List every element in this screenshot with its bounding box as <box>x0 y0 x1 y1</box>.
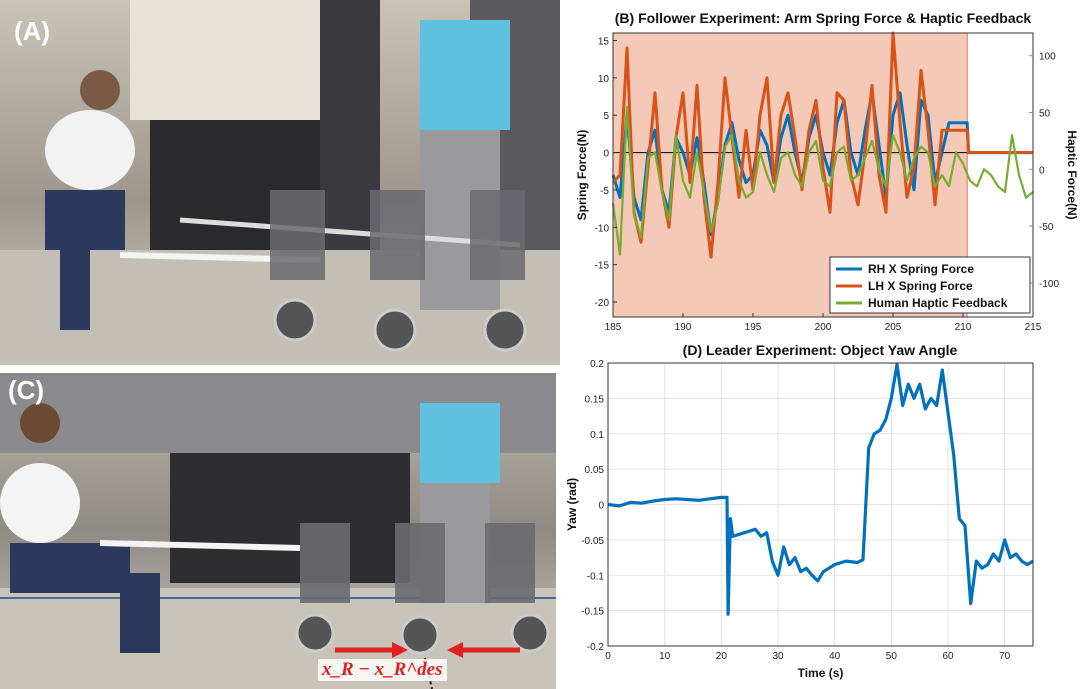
panel-label-c: (C) <box>8 375 45 405</box>
chart-d-xtick-2: 20 <box>716 651 728 662</box>
chart-d-xtick-4: 40 <box>829 651 841 662</box>
chart-d-ytick-6: -0.1 <box>587 571 605 582</box>
chart-b-y2tick-4: -100 <box>1039 279 1059 290</box>
position-error-annotation: x_R − x_R^des <box>318 659 447 681</box>
chart-b-ytick-1: 10 <box>598 74 610 85</box>
chart-d-xtick-5: 50 <box>886 651 898 662</box>
arrow-right-head <box>392 642 408 658</box>
arrow-left-head <box>447 642 463 658</box>
chart-b-ylabel: Spring Force(N) <box>575 130 589 221</box>
chart-b-y2label: Haptic Force(N) <box>1065 130 1079 219</box>
chart-d-xtick-0: 0 <box>605 651 611 662</box>
panel-label-a: (A) <box>14 16 51 46</box>
chart-d-ylabel: Yaw (rad) <box>565 478 579 531</box>
chart-b-ytick-0: 15 <box>598 36 610 47</box>
chart-b-legend <box>829 256 1031 314</box>
chart-d-svg: (D) Leader Experiment: Object Yaw Angle 0… <box>565 342 1034 680</box>
chart-b-legend-label-3: Human Haptic Feedback <box>868 296 1008 310</box>
chart-d-frame <box>607 362 1034 647</box>
chart-d-ytick-3: 0.05 <box>585 465 605 476</box>
chart-b-ytick-3: 0 <box>603 149 609 160</box>
chart-b-xtick-5: 210 <box>955 322 972 333</box>
photo-panel-a: (A) <box>0 0 560 365</box>
photo-panel-c: (C) x_R − x_R^des <box>0 373 556 689</box>
chart-b-ytick-5: -10 <box>595 223 610 234</box>
chart-b-title: (B) Follower Experiment: Arm Spring Forc… <box>615 10 1032 26</box>
chart-b-xtick-3: 200 <box>815 322 832 333</box>
chart-d-series-1 <box>607 362 1034 616</box>
chart-b-ytick-6: -15 <box>595 261 610 272</box>
chart-d-ytick-0: 0.2 <box>590 359 604 370</box>
chart-b-y2tick-1: 50 <box>1039 109 1051 120</box>
chart-b-xtick-2: 195 <box>745 322 762 333</box>
chart-d-ytick-8: -0.2 <box>587 642 605 653</box>
chart-b-ytick-2: 5 <box>603 111 609 122</box>
chart-d-ytick-4: 0 <box>598 501 604 512</box>
photo-c-illustration <box>0 373 556 689</box>
chart-b-xtick-1: 190 <box>675 322 692 333</box>
chart-d: (D) Leader Experiment: Object Yaw Angle 0… <box>560 340 1080 689</box>
photo-a-illustration <box>0 0 560 365</box>
chart-d-xtick-6: 60 <box>942 651 954 662</box>
chart-d-ytick-1: 0.15 <box>585 394 605 405</box>
chart-d-xtick-3: 30 <box>772 651 784 662</box>
chart-d-title: (D) Leader Experiment: Object Yaw Angle <box>683 342 958 358</box>
chart-b-series-3 <box>611 105 1034 256</box>
chart-b-svg: (B) Follower Experiment: Arm Spring Forc… <box>575 10 1079 333</box>
chart-b-y2tick-2: 0 <box>1039 165 1045 176</box>
chart-b: (B) Follower Experiment: Arm Spring Forc… <box>560 0 1080 345</box>
chart-d-ytick-2: 0.1 <box>590 430 604 441</box>
chart-b-xtick-6: 215 <box>1025 322 1042 333</box>
chart-d-ytick-5: -0.05 <box>581 536 604 547</box>
chart-b-xtick-4: 205 <box>885 322 902 333</box>
chart-d-ytick-7: -0.15 <box>581 607 604 618</box>
chart-b-legend-label-1: RH X Spring Force <box>868 262 974 276</box>
chart-d-xtick-7: 70 <box>999 651 1011 662</box>
chart-d-xtick-1: 10 <box>659 651 671 662</box>
chart-b-y2tick-3: -50 <box>1039 222 1054 233</box>
chart-b-ytick-7: -20 <box>595 298 610 309</box>
chart-b-y2tick-0: 100 <box>1039 52 1056 63</box>
chart-d-xlabel: Time (s) <box>798 666 844 680</box>
chart-b-legend-label-2: LH X Spring Force <box>868 279 973 293</box>
chart-b-ytick-4: -5 <box>600 186 609 197</box>
chart-b-xtick-0: 185 <box>605 322 622 333</box>
